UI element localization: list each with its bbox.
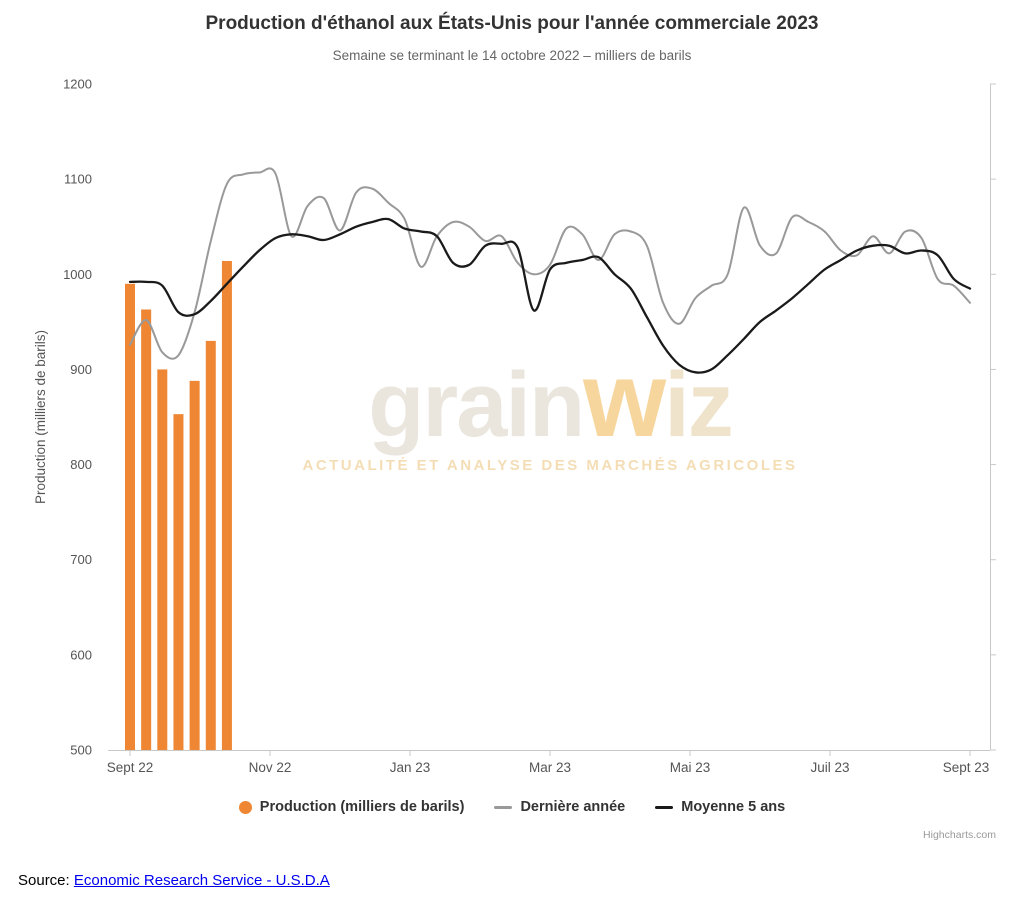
y-tick-label: 900 xyxy=(70,362,92,377)
y-tick-label: 500 xyxy=(70,743,92,758)
legend-label-last-year: Dernière année xyxy=(520,799,626,815)
x-tick-label: Nov 22 xyxy=(249,760,292,775)
y-tick-label: 1200 xyxy=(63,77,92,92)
legend-item-avg5[interactable]: Moyenne 5 ans xyxy=(655,799,785,815)
production-bar[interactable] xyxy=(221,260,232,750)
avg5-line xyxy=(128,217,972,374)
y-tick-label: 700 xyxy=(70,552,92,567)
legend-item-last-year[interactable]: Dernière année xyxy=(494,799,625,815)
production-bar[interactable] xyxy=(157,369,168,750)
production-bar[interactable] xyxy=(173,414,184,750)
y-tick-label: 800 xyxy=(70,457,92,472)
production-bar[interactable] xyxy=(125,283,135,750)
y-tick-label: 1000 xyxy=(63,267,92,282)
legend: Production (milliers de barils) Dernière… xyxy=(0,799,1024,815)
x-tick-label: Sept 22 xyxy=(107,760,154,775)
x-tick-label: Sept 23 xyxy=(943,760,990,775)
production-bar[interactable] xyxy=(141,309,152,750)
x-tick-label: Juil 23 xyxy=(810,760,849,775)
highcharts-credit[interactable]: Highcharts.com xyxy=(923,829,996,841)
legend-label-avg5: Moyenne 5 ans xyxy=(681,799,786,815)
production-bar[interactable] xyxy=(189,380,200,750)
y-tick-label: 600 xyxy=(70,647,92,662)
y-tick-label: 1100 xyxy=(64,172,92,187)
source-line: Source: Economic Research Service - U.S.… xyxy=(18,872,330,889)
source-link[interactable]: Economic Research Service - U.S.D.A xyxy=(73,872,330,889)
y-axis-title: Production (milliers de barils) xyxy=(33,330,48,504)
x-tick-label: Mai 23 xyxy=(670,760,711,775)
x-tick-label: Jan 23 xyxy=(390,760,431,775)
last-year-line xyxy=(129,167,971,360)
legend-label-production: Production (milliers de barils) xyxy=(259,799,465,815)
source-label: Source: xyxy=(18,872,74,889)
legend-item-production[interactable]: Production (milliers de barils) xyxy=(238,799,465,815)
chart-subtitle: Semaine se terminant le 14 octobre 2022 … xyxy=(332,48,692,63)
legend-marker-avg5-line xyxy=(655,805,674,809)
production-bar[interactable] xyxy=(205,340,216,750)
chart-plot: 500 600 700 800 900 1000 1100 1200 Sept 22 Nov 22… xyxy=(33,77,996,775)
x-tick-label: Mar 23 xyxy=(529,760,571,775)
legend-marker-production-circle xyxy=(238,800,252,814)
legend-marker-last-year-line xyxy=(494,805,513,809)
chart-title: Production d'éthanol aux États-Unis pour… xyxy=(205,13,819,34)
